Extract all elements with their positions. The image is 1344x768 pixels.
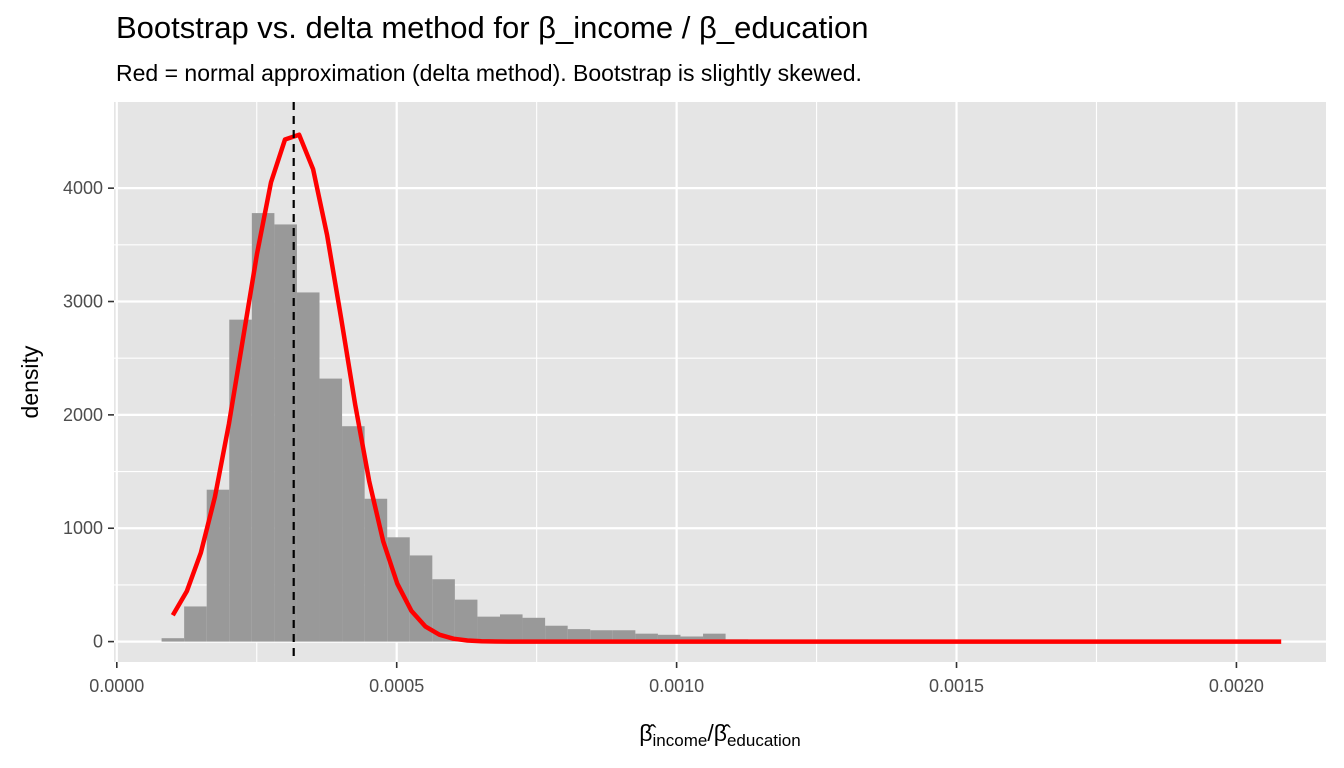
x-axis-title-base2: β̂ xyxy=(714,720,731,746)
x-tick-label: 0.0000 xyxy=(89,676,144,696)
x-axis-title: β̂income/β̂education xyxy=(639,720,800,750)
histogram-bar xyxy=(274,224,297,642)
histogram-bar xyxy=(409,555,433,642)
x-axis: 0.0000 0.0005 0.0010 0.0015 0.0020 xyxy=(89,662,1264,696)
histogram-bar xyxy=(590,630,613,642)
histogram-bar xyxy=(161,638,185,642)
histogram-bar xyxy=(567,629,591,642)
histogram-bar xyxy=(184,606,207,642)
y-tick-label: 2000 xyxy=(63,405,103,425)
histogram-bar xyxy=(612,630,636,642)
x-tick-label: 0.0020 xyxy=(1209,676,1264,696)
x-tick-label: 0.0010 xyxy=(649,676,704,696)
y-tick-label: 0 xyxy=(93,632,103,652)
histogram-bar xyxy=(319,378,343,642)
chart-subtitle: Red = normal approximation (delta method… xyxy=(116,60,862,86)
x-axis-title-sub1: income xyxy=(653,731,708,750)
histogram-bar xyxy=(251,213,275,642)
x-tick-label: 0.0015 xyxy=(929,676,984,696)
histogram-bar xyxy=(296,292,320,642)
histogram-bars xyxy=(161,213,839,642)
histogram-bar xyxy=(635,633,658,642)
y-axis: 0 1000 2000 3000 4000 xyxy=(63,178,114,652)
y-axis-title: density xyxy=(17,345,43,418)
overlay-lines xyxy=(170,102,1282,662)
y-tick-label: 1000 xyxy=(63,518,103,538)
histogram-bar xyxy=(657,634,681,642)
x-axis-title-sub2: education xyxy=(727,731,801,750)
histogram-bar xyxy=(364,498,388,642)
x-axis-title-sep: / xyxy=(707,720,714,746)
histogram-bar xyxy=(499,614,523,642)
histogram-bar xyxy=(522,617,546,642)
histogram-bar xyxy=(703,633,726,642)
histogram-bar xyxy=(206,489,230,642)
x-axis-title-base1: β̂ xyxy=(639,720,656,746)
histogram-bar xyxy=(229,319,252,642)
histogram-bar xyxy=(454,599,478,642)
histogram-bar xyxy=(545,625,568,642)
normal-approximation-curve xyxy=(170,132,1282,644)
histogram-bar xyxy=(680,636,704,642)
histogram-bar xyxy=(342,426,365,642)
histogram-bar xyxy=(477,616,500,642)
x-tick-label: 0.0005 xyxy=(369,676,424,696)
y-tick-label: 4000 xyxy=(63,178,103,198)
histogram-bar xyxy=(432,579,455,642)
y-tick-label: 3000 xyxy=(63,292,103,312)
chart-title: Bootstrap vs. delta method for β_income … xyxy=(116,10,869,45)
